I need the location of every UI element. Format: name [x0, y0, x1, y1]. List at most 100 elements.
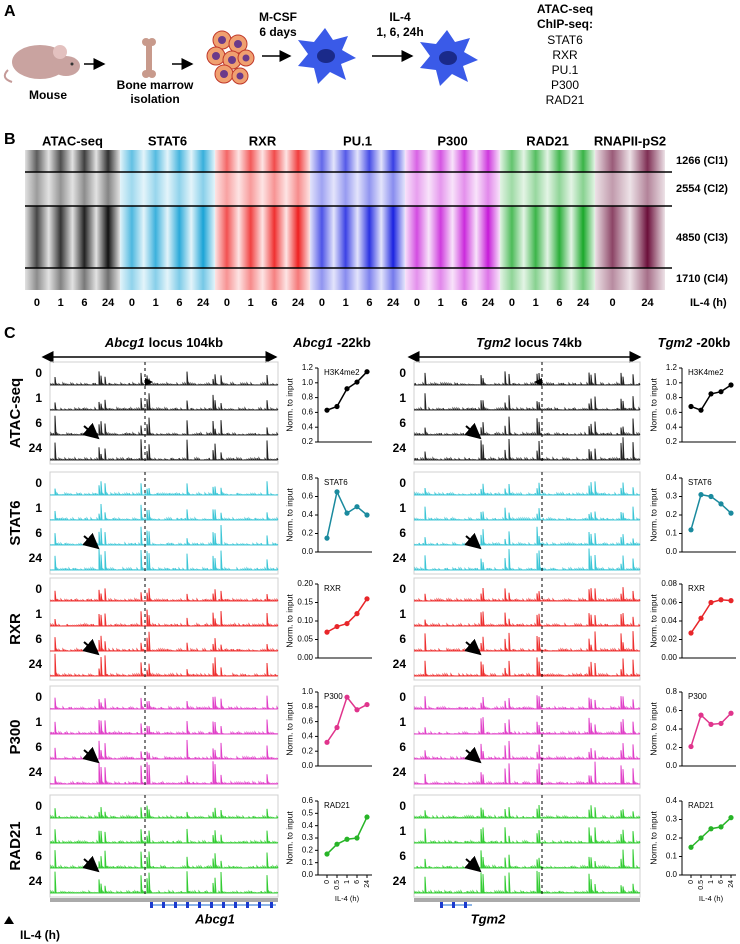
heatmap-band	[630, 150, 665, 172]
time-label: 24	[387, 297, 400, 309]
track-signal	[50, 439, 279, 461]
heatmap-band	[310, 150, 334, 172]
time-label: 24	[393, 441, 407, 455]
gene-exon	[210, 902, 213, 908]
time-label: 1	[399, 501, 406, 515]
chart-title: STAT6	[324, 478, 348, 487]
data-point	[334, 841, 340, 847]
y-tick-label: 0.5	[302, 808, 314, 817]
heatmap-band	[72, 172, 97, 206]
time-label: 0	[34, 297, 40, 309]
track-signal	[50, 371, 279, 386]
heatmap-band	[476, 268, 500, 290]
time-label: 24	[577, 297, 590, 309]
cluster-label: 4850 (Cl3)	[676, 232, 728, 244]
heatmap-band	[357, 268, 382, 290]
track-signal	[414, 481, 641, 496]
data-point	[728, 382, 734, 388]
heatmap-band	[547, 268, 572, 290]
x-axis-label: IL-4 (h)	[335, 894, 360, 903]
data-point	[718, 824, 724, 830]
time-label: 0	[35, 476, 42, 490]
heatmap-band	[120, 150, 144, 172]
assay-label: RAD21	[546, 93, 585, 107]
heatmap-band	[571, 206, 595, 268]
tss-marker	[534, 378, 542, 386]
track-signal	[50, 393, 279, 411]
data-point	[698, 407, 704, 413]
data-point	[708, 599, 714, 606]
heatmap-band	[48, 206, 73, 268]
heatmap-band	[428, 206, 453, 268]
data-point	[324, 851, 330, 857]
locus-size: locus 74kb	[515, 335, 582, 350]
heatmap-band	[238, 268, 263, 290]
gene-name: Tgm2	[658, 335, 693, 350]
data-point	[334, 489, 340, 495]
time-label: 24	[641, 297, 654, 309]
heatmap-band	[25, 268, 49, 290]
cluster-label: 1710 (Cl4)	[676, 273, 728, 285]
data-point	[364, 701, 370, 708]
heatmap-band	[191, 206, 215, 268]
pointer-arrow	[464, 746, 482, 764]
heatmap-band	[571, 172, 595, 206]
time-label: 1	[58, 297, 64, 309]
track-signal	[50, 588, 279, 602]
x-tick-label: 6	[354, 880, 361, 884]
y-tick-label: 0.02	[661, 635, 677, 644]
heatmap-band	[25, 206, 49, 268]
y-tick-label: 0.8	[666, 687, 678, 696]
data-point	[718, 389, 724, 395]
heatmap-band	[191, 150, 215, 172]
locus-title: Abcg1 locus 104kb	[104, 335, 223, 350]
data-point	[728, 710, 734, 716]
heatmap-band	[25, 150, 49, 172]
data-point	[344, 694, 350, 700]
data-line	[326, 695, 368, 743]
heatmap-band	[452, 206, 477, 268]
track-signal	[414, 761, 641, 785]
time-label: 24	[29, 441, 43, 455]
time-label: 0	[319, 297, 325, 309]
data-point	[708, 391, 714, 397]
time-label: 6	[35, 416, 42, 430]
time-label: 1	[35, 391, 42, 405]
x-tick-label: 0.5	[698, 880, 705, 890]
track-signal	[50, 609, 279, 627]
y-tick-label: 0.6	[302, 796, 314, 805]
heatmap-band	[286, 150, 310, 172]
track-signal	[50, 503, 279, 521]
pointer-arrow	[464, 855, 482, 873]
isolation-label: isolation	[130, 92, 179, 106]
track-frame	[49, 685, 279, 789]
heatmap-band	[381, 268, 405, 290]
time-label: 24	[29, 765, 43, 779]
y-tick-label: 0.06	[661, 598, 677, 607]
macrophage-icon	[420, 30, 478, 86]
track-frame	[49, 577, 279, 681]
data-point	[708, 826, 714, 832]
track-signal	[50, 631, 279, 652]
data-point	[354, 504, 360, 510]
data-point	[688, 743, 694, 750]
time-label: 24	[102, 297, 115, 309]
time-label: 24	[29, 874, 43, 888]
y-tick-label: 0.2	[302, 529, 314, 538]
data-point	[334, 623, 340, 630]
pointer-arrow	[82, 638, 100, 656]
time-label: 1	[35, 501, 42, 515]
data-point	[324, 629, 330, 635]
y-tick-label: 0.00	[297, 653, 313, 662]
track-signal	[50, 739, 279, 760]
y-tick-label: 0.04	[661, 616, 677, 625]
heatmap-title: RAD21	[526, 133, 569, 148]
time-label: 6	[35, 849, 42, 863]
track-signal	[414, 371, 641, 386]
time-label: 6	[81, 297, 87, 309]
heatmap-band	[523, 150, 548, 172]
heatmap-band	[96, 172, 120, 206]
heatmap-band	[191, 172, 215, 206]
gene-label: Tgm2	[471, 911, 506, 926]
y-tick-label: 0.4	[666, 796, 678, 805]
